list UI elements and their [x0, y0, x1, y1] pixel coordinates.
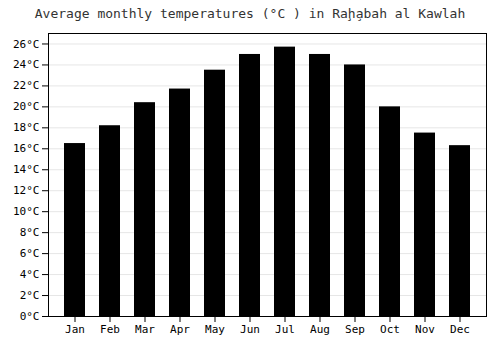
svg-text:Mar: Mar [135, 323, 155, 336]
svg-text:24°C: 24°C [13, 58, 40, 71]
html-text:Average monthly temperatures (: Average monthly temperatures (°C ) in Ra… [34, 6, 466, 21]
svg-text:Jul: Jul [275, 323, 295, 336]
svg-text:20°C: 20°C [13, 100, 40, 113]
svg-text:0°C: 0°C [20, 310, 40, 323]
svg-text:Feb: Feb [100, 323, 120, 336]
svg-text:Oct: Oct [380, 323, 400, 336]
svg-text:Jun: Jun [240, 323, 260, 336]
svg-text:Apr: Apr [170, 323, 190, 336]
svg-text:12°C: 12°C [13, 184, 40, 197]
svg-text:18°C: 18°C [13, 121, 40, 134]
svg-text:8°C: 8°C [20, 226, 40, 239]
svg-text:6°C: 6°C [20, 247, 40, 260]
svg-text:Aug: Aug [310, 323, 330, 336]
svg-text:26°C: 26°C [13, 38, 40, 51]
svg-text:Jan: Jan [65, 323, 85, 336]
svg-text:Dec: Dec [450, 323, 470, 336]
svg-text:May: May [205, 323, 225, 336]
svg-text:14°C: 14°C [13, 163, 40, 176]
svg-text:Nov: Nov [415, 323, 435, 336]
svg-text:16°C: 16°C [13, 142, 40, 155]
svg-text:2°C: 2°C [20, 289, 40, 302]
svg-text:Sep: Sep [345, 323, 365, 336]
svg-text:10°C: 10°C [13, 205, 40, 218]
svg-text:22°C: 22°C [13, 79, 40, 92]
svg-text:4°C: 4°C [20, 268, 40, 281]
